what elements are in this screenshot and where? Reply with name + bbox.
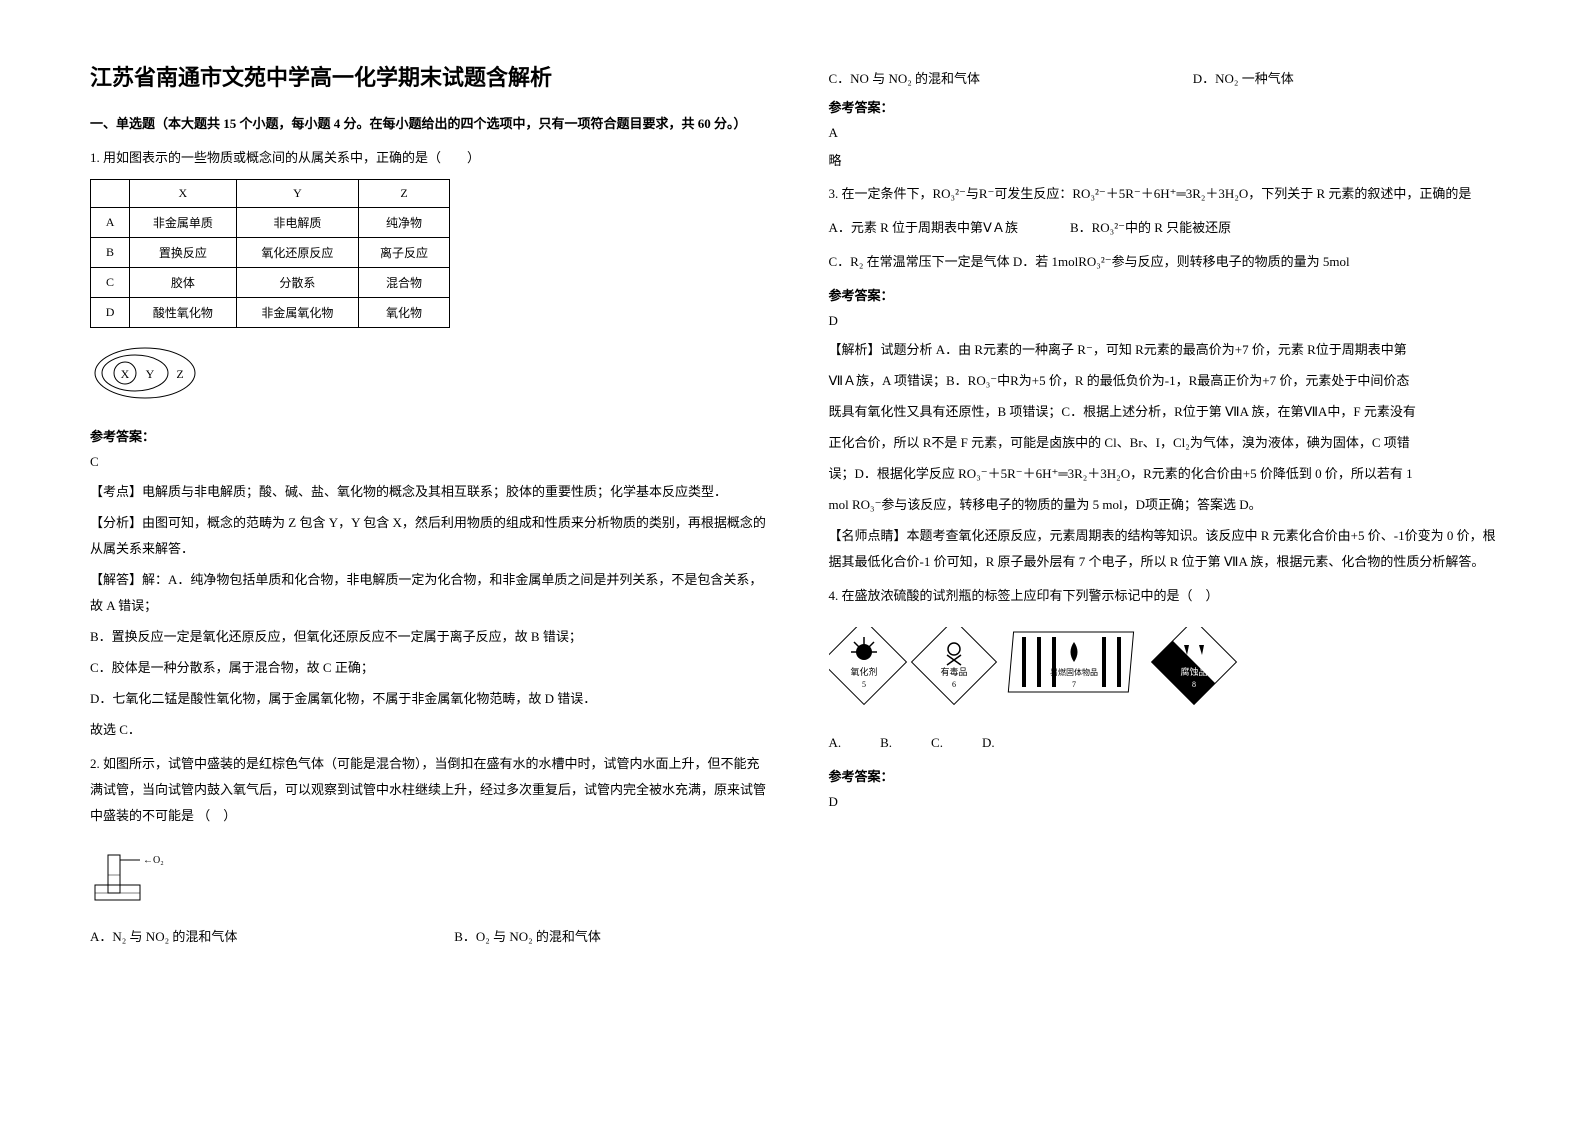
- warning-signs: 氧化剂 5 有毒品 6 易燃固体物品 7: [829, 627, 1249, 707]
- circle-z-label: Z: [176, 367, 183, 381]
- analysis: 【考点】电解质与非电解质；酸、碱、盐、氧化物的概念及其相互联系；胶体的重要性质；…: [90, 479, 769, 505]
- analysis: 【分析】由图可知，概念的范畴为 Z 包含 Y，Y 包含 X，然后利用物质的组成和…: [90, 510, 769, 562]
- sign-num: 5: [862, 680, 866, 689]
- sign-num: 6: [952, 680, 956, 689]
- left-column: 江苏省南通市文苑中学高一化学期末试题含解析 一、单选题（本大题共 15 个小题，…: [50, 60, 799, 1062]
- td: 混合物: [359, 268, 450, 298]
- venn-diagram: X Y Z: [90, 346, 200, 401]
- analysis: D．七氧化二锰是酸性氧化物，属于金属氧化物，不属于非金属氧化物范畴，故 D 错误…: [90, 686, 769, 712]
- right-column: C．NO 与 NO₂ 的混和气体 D．NO₂ 一种气体 参考答案： A 略 3.…: [799, 60, 1538, 1062]
- q1-answer: C: [90, 450, 769, 473]
- analysis: 【解答】解：A．纯净物包括单质和化合物，非电解质一定为化合物，和非金属单质之间是…: [90, 567, 769, 619]
- th: X: [130, 180, 237, 208]
- analysis-hand: 误；D．根据化学反应 RO₃⁻＋5R⁻＋6H⁺═3R₂＋3H₂O，R元素的化合价…: [829, 461, 1508, 487]
- sign-num: 7: [1072, 680, 1076, 689]
- analysis: B．置换反应一定是氧化还原反应，但氧化还原反应不一定属于离子反应，故 B 错误；: [90, 624, 769, 650]
- answer-label: 参考答案：: [829, 766, 1508, 785]
- th: Y: [236, 180, 358, 208]
- q2-text: 2. 如图所示，试管中盛装的是红棕色气体（可能是混合物），当倒扣在盛有水的水槽中…: [90, 751, 769, 829]
- q2-options-ab: A．N₂ 与 NO₂ 的混和气体 B．O₂ 与 NO₂ 的混和气体: [90, 926, 769, 945]
- test-tube-diagram: ←O₂: [90, 845, 170, 905]
- option-a: A．N₂ 与 NO₂ 的混和气体: [90, 926, 404, 945]
- td: 分散系: [236, 268, 358, 298]
- answer-label: 参考答案：: [829, 285, 1508, 304]
- td: 氧化物: [359, 298, 450, 328]
- sign-label: 腐蚀品: [1180, 666, 1207, 677]
- circle-y-label: Y: [146, 367, 155, 381]
- analysis-hand: mol RO₃⁻参与该反应，转移电子的物质的量为 5 mol，D项正确；答案选 …: [829, 492, 1508, 518]
- q3-answer: D: [829, 309, 1508, 332]
- section-heading: 一、单选题（本大题共 15 个小题，每小题 4 分。在每小题给出的四个选项中，只…: [90, 112, 769, 135]
- td: 非金属单质: [130, 208, 237, 238]
- analysis-hand: 正化合价，所以 R不是 F 元素，可能是卤族中的 Cl、Br、I，Cl₂为气体，…: [829, 430, 1508, 456]
- analysis: 故选 C．: [90, 717, 769, 743]
- page-title: 江苏省南通市文苑中学高一化学期末试题含解析: [90, 60, 769, 92]
- option-d: D．NO₂ 一种气体: [1193, 68, 1507, 87]
- td: 氧化还原反应: [236, 238, 358, 268]
- td: 纯净物: [359, 208, 450, 238]
- td: 非金属氧化物: [236, 298, 358, 328]
- option-b: B．O₂ 与 NO₂ 的混和气体: [454, 926, 768, 945]
- o2-label: ←O₂: [143, 855, 164, 866]
- analysis-print: 【名师点睛】本题考查氧化还原反应，元素周期表的结构等知识。该反应中 R 元素化合…: [829, 523, 1508, 575]
- q2-options-cd: C．NO 与 NO₂ 的混和气体 D．NO₂ 一种气体: [829, 68, 1508, 87]
- td: B: [91, 238, 130, 268]
- q2-answer: A: [829, 121, 1508, 144]
- td: 胶体: [130, 268, 237, 298]
- th: [91, 180, 130, 208]
- td: 离子反应: [359, 238, 450, 268]
- td: 置换反应: [130, 238, 237, 268]
- circle-x-label: X: [121, 367, 130, 381]
- q4-text: 4. 在盛放浓硫酸的试剂瓶的标签上应印有下列警示标记中的是（ ）: [829, 583, 1508, 609]
- answer-label: 参考答案：: [829, 97, 1508, 116]
- q2-brief: 略: [829, 149, 1508, 172]
- analysis-hand: ⅦＡ族，A 项错误；B．RO₃⁻中R为+5 价，R 的最低负价为-1，R最高正价…: [829, 368, 1508, 394]
- q1-table: X Y Z A 非金属单质 非电解质 纯净物 B 置换反应 氧化还原反应 离子反…: [90, 179, 450, 328]
- answer-label: 参考答案：: [90, 426, 769, 445]
- td: A: [91, 208, 130, 238]
- td: C: [91, 268, 130, 298]
- sign-num: 8: [1192, 680, 1196, 689]
- sign-label: 有毒品: [940, 666, 967, 677]
- q3-opt: C．R₂ 在常温常压下一定是气体 D．若 1molRO₃²⁻参与反应，则转移电子…: [829, 249, 1508, 275]
- q4-options: A. B. C. D.: [829, 730, 1508, 756]
- td: 酸性氧化物: [130, 298, 237, 328]
- analysis-hand: 既具有氧化性又具有还原性，B 项错误；C．根据上述分析，R位于第 ⅦA 族，在第…: [829, 399, 1508, 425]
- td: D: [91, 298, 130, 328]
- option-c: C．NO 与 NO₂ 的混和气体: [829, 68, 1143, 87]
- th: Z: [359, 180, 450, 208]
- q3-opt: A．元素 R 位于周期表中第ⅤＡ族 B．RO₃²⁻中的 R 只能被还原: [829, 215, 1508, 241]
- q3-text: 3. 在一定条件下，RO₃²⁻与R⁻可发生反应：RO₃²⁻＋5R⁻＋6H⁺═3R…: [829, 181, 1508, 207]
- analysis-hand: 【解析】试题分析 A．由 R元素的一种离子 R⁻，可知 R元素的最高价为+7 价…: [829, 337, 1508, 363]
- q1-text: 1. 用如图表示的一些物质或概念间的从属关系中，正确的是（ ）: [90, 145, 769, 171]
- analysis: C．胶体是一种分散系，属于混合物，故 C 正确；: [90, 655, 769, 681]
- q4-answer: D: [829, 790, 1508, 813]
- sign-label: 氧化剂: [850, 666, 877, 677]
- sign-label: 易燃固体物品: [1050, 667, 1098, 677]
- td: 非电解质: [236, 208, 358, 238]
